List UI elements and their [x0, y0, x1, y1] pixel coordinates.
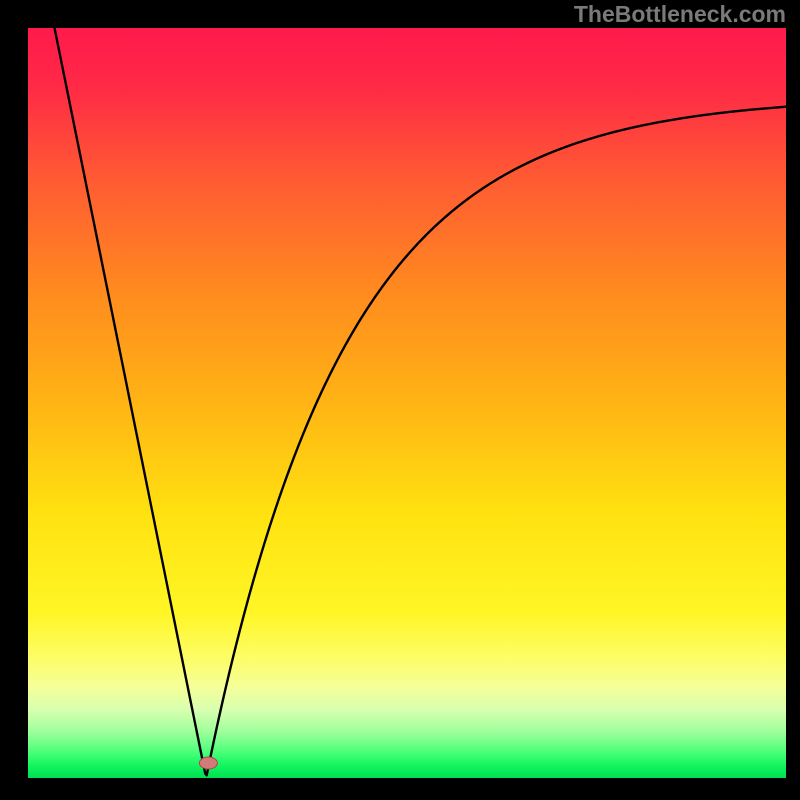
- minimum-marker: [199, 757, 217, 769]
- gradient-background: [28, 28, 786, 778]
- watermark-label: TheBottleneck.com: [574, 1, 786, 28]
- chart-frame: TheBottleneck.com: [0, 0, 800, 800]
- plot-svg: [28, 28, 786, 778]
